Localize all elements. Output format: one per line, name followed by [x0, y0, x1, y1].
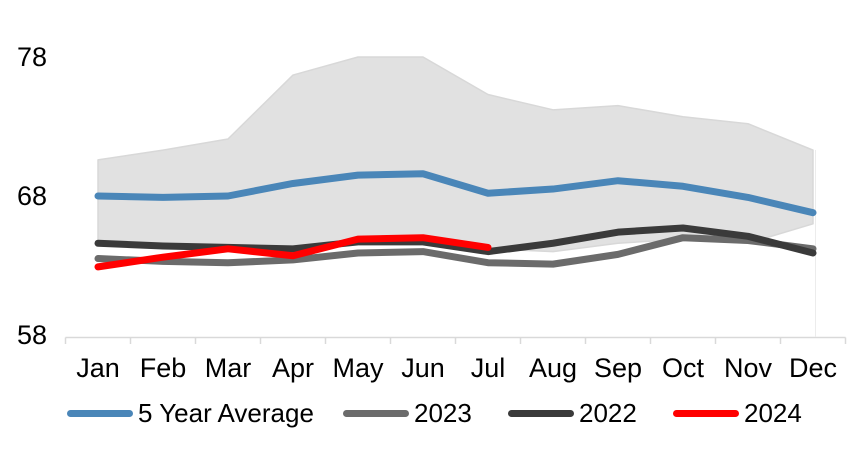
- legend-label: 2024: [744, 397, 802, 428]
- legend-label: 2022: [579, 397, 637, 428]
- legend-item-2022: 2022: [508, 396, 637, 430]
- x-axis-label-jan: Jan: [76, 353, 120, 383]
- x-axis-label-feb: Feb: [139, 353, 187, 383]
- legend-swatch-icon: [508, 409, 574, 417]
- legend-item-2024: 2024: [673, 396, 802, 430]
- x-axis-label-sep: Sep: [593, 353, 643, 383]
- x-axis-label-apr: Apr: [271, 353, 315, 383]
- series-line-2023: [94, 234, 817, 268]
- x-axis-label-jul: Jul: [470, 353, 506, 383]
- x-axis-label-nov: Nov: [723, 353, 772, 383]
- legend-swatch-icon: [343, 409, 409, 417]
- x-axis-label-oct: Oct: [661, 353, 704, 383]
- legend-swatch-icon: [673, 409, 739, 417]
- range-band-layer: [97, 56, 814, 253]
- x-axis-label-may: May: [332, 353, 384, 383]
- series-line-2024: [94, 234, 492, 271]
- range-band: [97, 56, 814, 253]
- legend-label: 2023: [414, 397, 472, 428]
- series-layer: [94, 170, 817, 271]
- axis-layer: [64, 150, 847, 344]
- legend-item-5-year-average: 5 Year Average: [67, 396, 314, 430]
- x-axis-label-mar: Mar: [204, 353, 252, 383]
- y-axis-label: 58: [16, 320, 48, 350]
- legend-item-2023: 2023: [343, 396, 472, 430]
- y-axis-label: 78: [16, 42, 48, 72]
- x-axis-label-aug: Aug: [528, 353, 578, 383]
- series-line-5-year-average: [94, 170, 817, 217]
- legend-label: 5 Year Average: [138, 397, 314, 428]
- x-axis-label-jun: Jun: [401, 353, 445, 383]
- y-axis-label: 68: [16, 181, 48, 211]
- x-axis-label-dec: Dec: [788, 353, 837, 383]
- legend-swatch-icon: [67, 409, 133, 417]
